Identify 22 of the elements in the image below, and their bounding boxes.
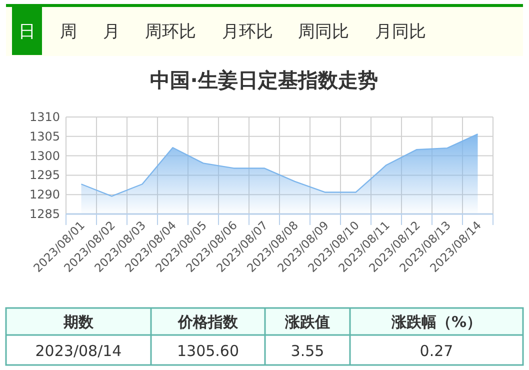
text: 周: [60, 22, 77, 42]
text: 月环比: [222, 22, 273, 42]
text: 涨跌值: [284, 313, 330, 331]
text: 月同比: [375, 22, 426, 42]
y-tick-label: 1295: [29, 168, 60, 182]
text: 价格指数: [177, 313, 239, 331]
text: 1305.60: [176, 342, 240, 360]
text: 3.55: [290, 342, 324, 360]
y-tick-label: 1290: [29, 188, 60, 202]
chart-title: 中国·生姜日定基指数走势: [150, 68, 378, 92]
y-tick-label: 1300: [29, 148, 60, 163]
text: 月: [103, 22, 120, 42]
y-tick-label: 1285: [29, 207, 60, 221]
y-tick-label: 1305: [29, 129, 60, 144]
text: 期数: [62, 313, 94, 331]
text: 0.27: [420, 342, 454, 360]
y-tick-label: 1310: [29, 110, 60, 124]
text: 2023/08/14: [35, 342, 122, 360]
text: 涨跌幅（%）: [390, 313, 482, 331]
text: 周同比: [298, 22, 349, 42]
text: 周环比: [145, 22, 196, 42]
text: 日: [18, 22, 36, 42]
